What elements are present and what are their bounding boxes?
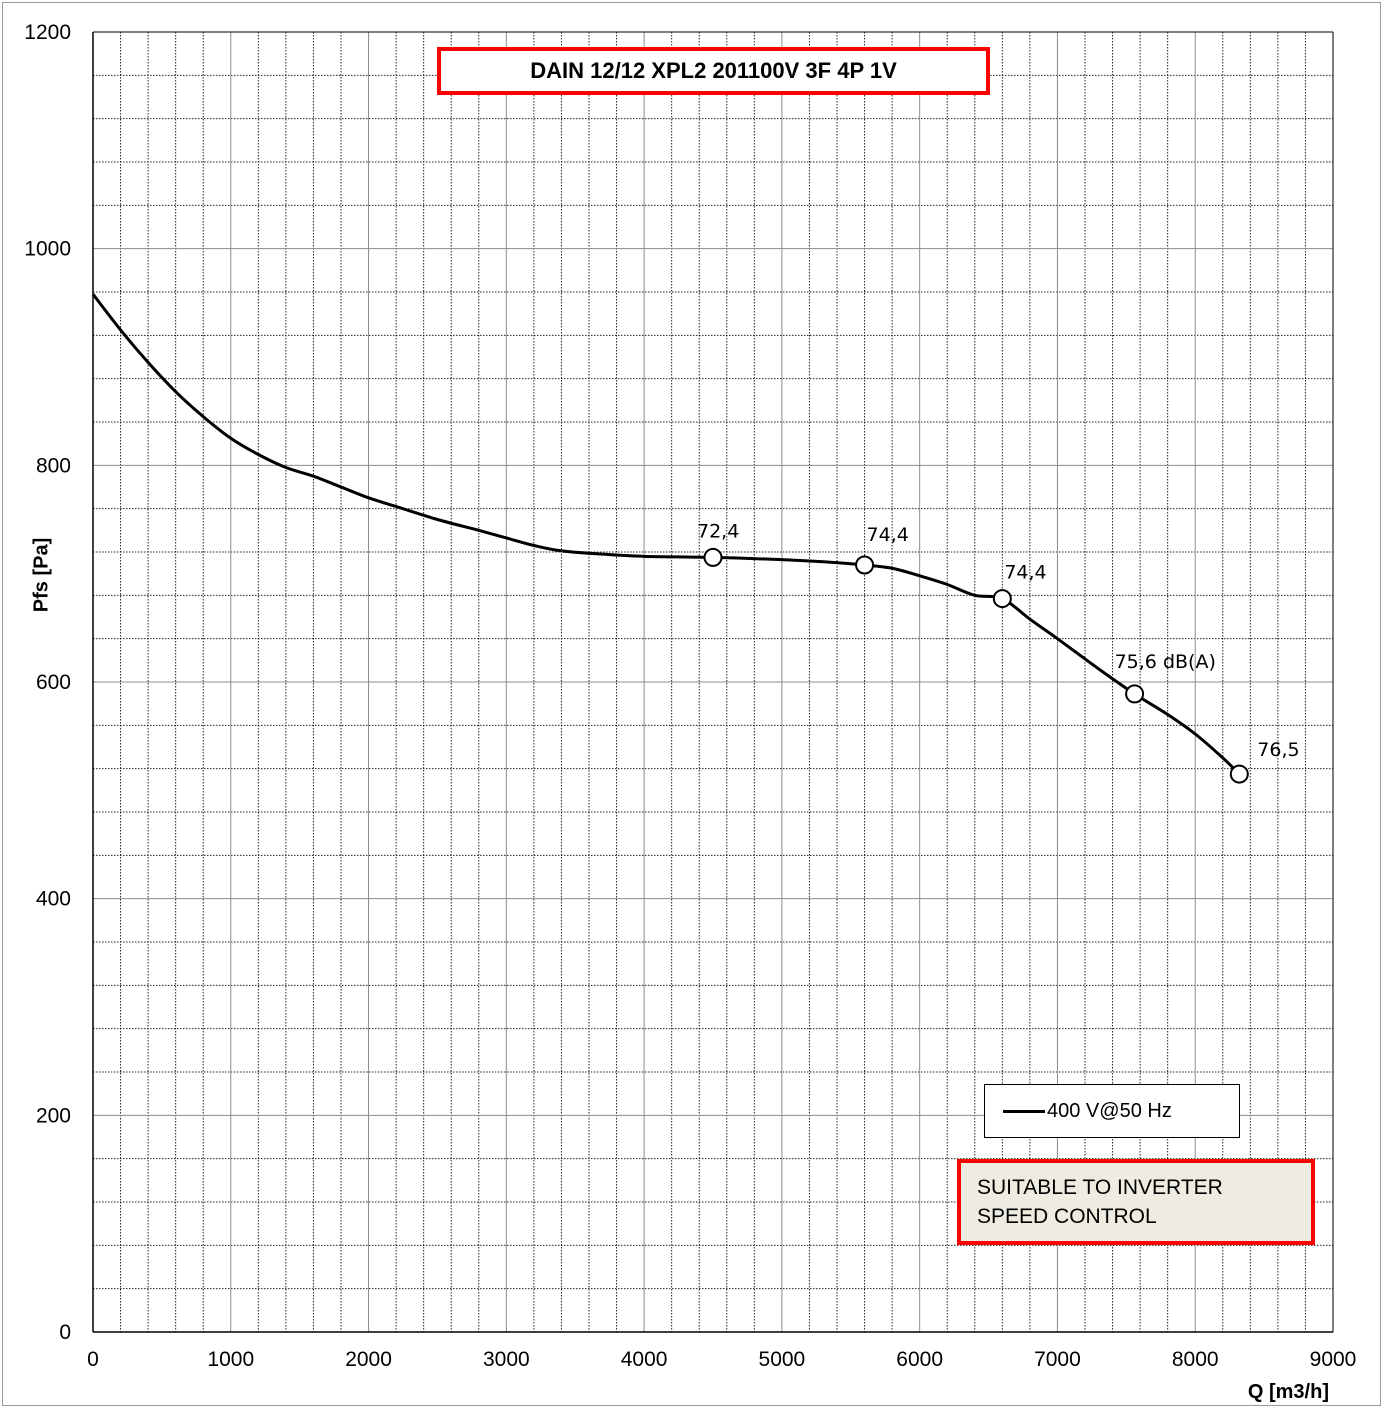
data-point-marker — [855, 555, 875, 575]
x-tick-label: 9000 — [1310, 1348, 1357, 1371]
x-tick-label: 8000 — [1172, 1348, 1219, 1371]
x-tick-label: 5000 — [759, 1348, 806, 1371]
x-tick-label: 4000 — [621, 1348, 668, 1371]
x-tick-label: 2000 — [345, 1348, 392, 1371]
data-point-marker — [1125, 684, 1145, 704]
data-point-marker — [703, 547, 723, 567]
noise-level-label: 75,6 dB(A) — [1115, 651, 1216, 673]
y-tick-label: 0 — [59, 1321, 71, 1344]
noise-level-label: 76,5 — [1257, 739, 1299, 761]
inverter-note: SUITABLE TO INVERTER SPEED CONTROL — [957, 1159, 1315, 1245]
chart-title: DAIN 12/12 XPL2 201100V 3F 4P 1V — [437, 47, 990, 95]
note-line-2: SPEED CONTROL — [977, 1205, 1157, 1228]
x-tick-label: 3000 — [483, 1348, 530, 1371]
x-axis-label: Q [m3/h] — [1247, 1381, 1329, 1403]
note-line-1: SUITABLE TO INVERTER — [977, 1176, 1223, 1199]
legend: 400 V@50 Hz — [984, 1084, 1240, 1138]
x-tick-label: 6000 — [896, 1348, 943, 1371]
y-tick-label: 200 — [36, 1104, 71, 1127]
legend-label: 400 V@50 Hz — [1047, 1099, 1172, 1122]
y-tick-label: 1000 — [24, 238, 71, 261]
legend-line-swatch — [1003, 1109, 1045, 1113]
data-point-marker — [992, 589, 1012, 609]
noise-level-label: 72,4 — [697, 520, 739, 542]
y-tick-label: 1200 — [24, 21, 71, 44]
noise-level-label: 74,4 — [867, 524, 909, 546]
y-tick-label: 400 — [36, 888, 71, 911]
series-line-400V — [91, 293, 1241, 776]
y-tick-label: 800 — [36, 454, 71, 477]
y-tick-label: 600 — [36, 671, 71, 694]
noise-level-label: 74,4 — [1004, 562, 1046, 584]
data-point-marker — [1229, 764, 1249, 784]
y-axis-label: Pfs [Pa] — [30, 537, 53, 613]
x-tick-label: 7000 — [1034, 1348, 1081, 1371]
x-tick-label: 0 — [87, 1348, 99, 1371]
x-tick-label: 1000 — [207, 1348, 254, 1371]
